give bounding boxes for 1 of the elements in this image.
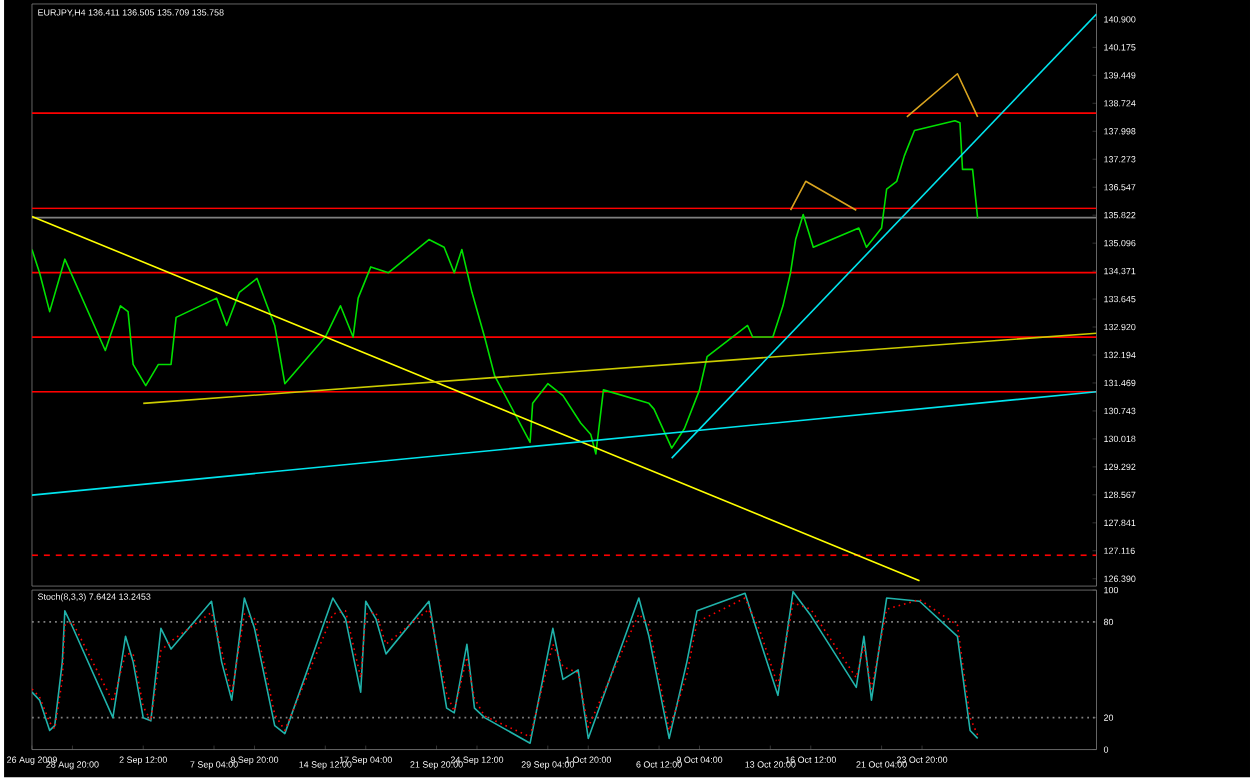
line-series (31, 120, 979, 455)
